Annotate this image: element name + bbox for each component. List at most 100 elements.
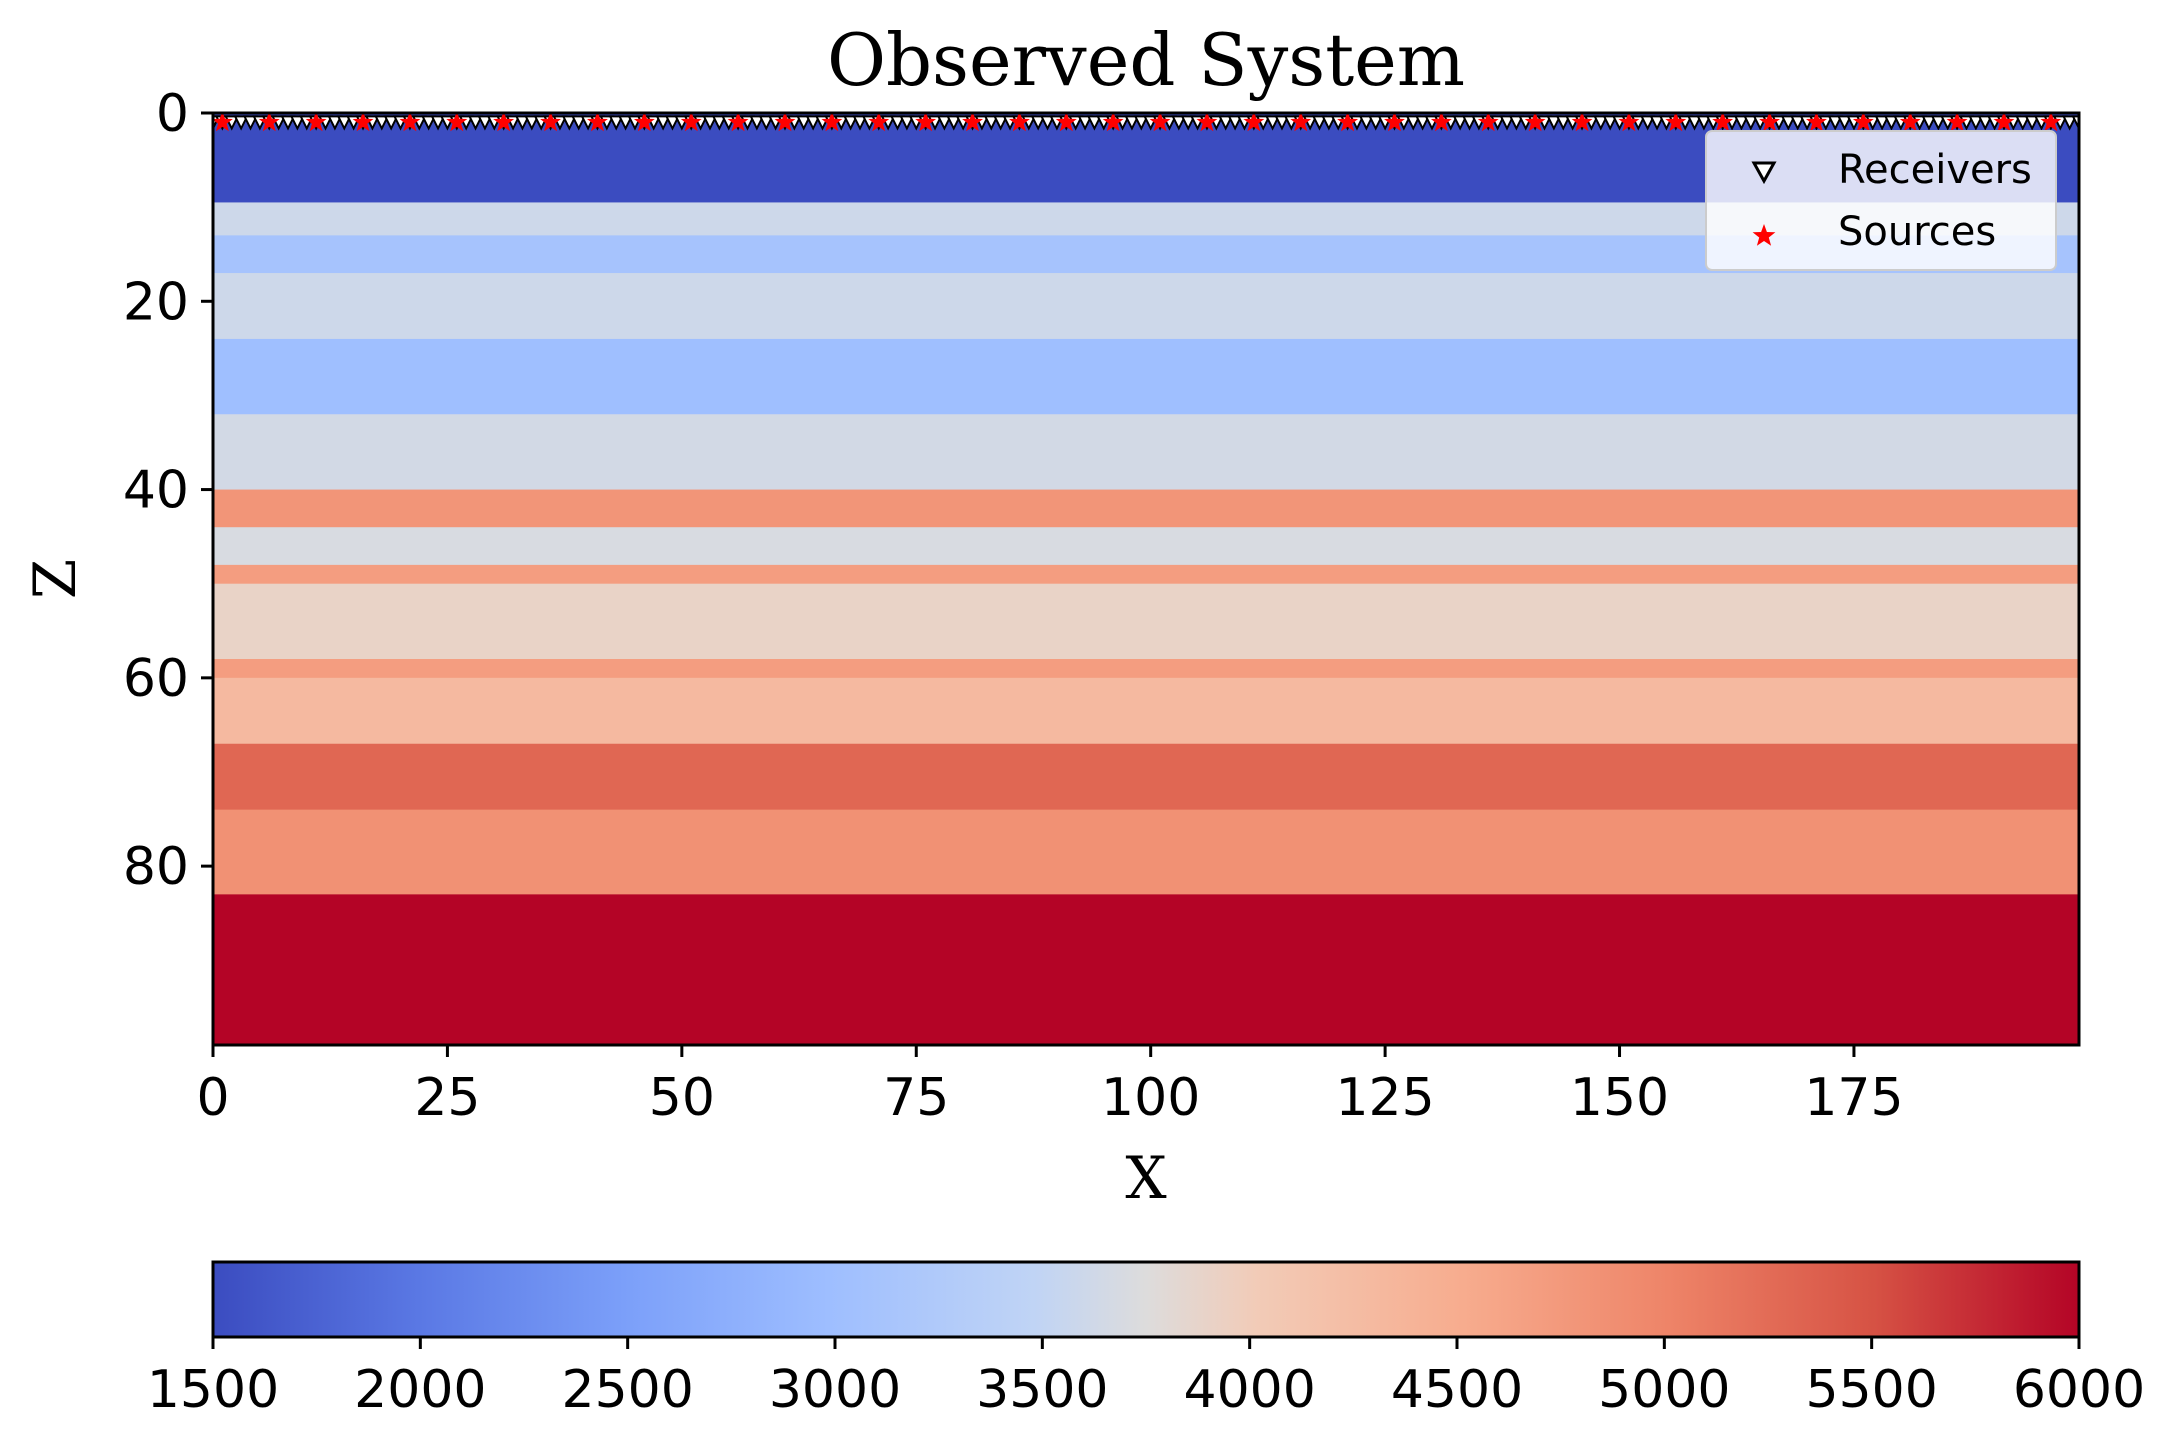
source-marker [587, 111, 608, 132]
source-marker [1243, 111, 1265, 132]
receiver-marker [1405, 115, 1421, 131]
receiver-marker [289, 115, 306, 131]
source-marker [1899, 111, 1921, 132]
receiver-marker [946, 115, 962, 131]
legend-box [1705, 130, 2057, 271]
receiver-marker [899, 115, 915, 131]
velocity-layer-7 [213, 527, 2079, 566]
receiver-marker [805, 115, 821, 131]
receiver-marker [1264, 115, 1281, 131]
receiver-marker [1836, 115, 1853, 131]
source-marker [1852, 111, 1874, 132]
y-tick-label: 40 [123, 461, 189, 521]
receiver-marker [1030, 115, 1046, 131]
source-marker [1665, 111, 1687, 132]
receiver-marker [336, 115, 352, 131]
receiver-marker [1171, 115, 1187, 131]
chart-title: Observed System [827, 18, 1465, 102]
x-tick-label: 125 [1335, 1068, 1434, 1128]
source-marker [493, 111, 515, 132]
receiver-marker [655, 115, 671, 131]
receiver-marker [843, 115, 859, 131]
receiver-marker [1546, 115, 1562, 131]
source-marker [2040, 111, 2062, 132]
source-marker [1055, 111, 1077, 132]
receiver-marker [758, 115, 774, 131]
source-marker [962, 111, 983, 132]
receiver-marker [796, 115, 812, 131]
receiver-marker [421, 115, 437, 131]
y-tick-label: 60 [123, 649, 189, 709]
velocity-layer-9 [213, 583, 2079, 660]
receiver-marker [749, 115, 765, 131]
y-tick-label: 0 [156, 84, 189, 144]
plot-ticks: 0 25 50 75 100 125 150 175 0 20 40 60 80 [123, 84, 1904, 1128]
receiver-marker [1311, 115, 1328, 131]
velocity-layer-8 [213, 564, 2079, 585]
receiver-marker [1227, 115, 1243, 131]
x-tick-label: 25 [414, 1068, 480, 1128]
colorbar [211, 1260, 2081, 1339]
sources-legend-icon [1752, 224, 1776, 246]
source-marker [1571, 111, 1593, 132]
receiver-marker [936, 115, 953, 131]
receiver-marker [571, 115, 587, 131]
velocity-layer-4 [213, 338, 2079, 415]
receiver-marker [1743, 115, 1759, 131]
receiver-marker [2062, 115, 2078, 131]
source-marker [258, 111, 280, 132]
receiver-marker [524, 115, 540, 131]
receiver-marker [1368, 115, 1384, 131]
colorbar-tick-label: 2500 [561, 1360, 693, 1420]
receiver-marker [1686, 115, 1703, 131]
source-marker [446, 111, 468, 132]
receiver-marker [852, 115, 868, 131]
receiver-marker [983, 115, 999, 131]
source-marker [1337, 111, 1359, 132]
velocity-layer-6 [213, 489, 2079, 528]
colorbar-tick-label: 4000 [1183, 1360, 1315, 1420]
velocity-layer-10 [213, 659, 2079, 679]
velocity-layer-11 [213, 677, 2079, 745]
x-axis-label: X [1125, 1144, 1167, 1212]
colorbar-tick-label: 4500 [1391, 1360, 1523, 1420]
receiver-marker [561, 115, 577, 131]
x-tick-label: 150 [1570, 1068, 1669, 1128]
receiver-marker [1124, 115, 1140, 131]
receiver-marker [280, 115, 296, 131]
receiver-marker [1696, 115, 1712, 131]
receiver-marker [1133, 115, 1149, 131]
source-marker [1009, 111, 1030, 132]
velocity-layer-13 [213, 809, 2079, 895]
source-marker [1102, 111, 1124, 132]
source-marker [1993, 111, 2015, 132]
receiver-marker [1415, 115, 1431, 131]
receiver-marker [993, 115, 1009, 131]
receiver-marker [1039, 115, 1056, 131]
receiver-marker [2015, 115, 2031, 131]
receiver-marker [1077, 115, 1093, 131]
receiver-marker [1180, 115, 1196, 131]
receiver-marker [1218, 115, 1234, 131]
x-tick-label: 75 [883, 1068, 949, 1128]
receiver-marker [1827, 115, 1843, 131]
plot-frame [211, 111, 2081, 1047]
receiver-marker [1640, 115, 1656, 131]
receiver-marker [383, 115, 399, 131]
receiver-marker [477, 115, 493, 131]
receiver-marker [1921, 115, 1937, 131]
receiver-marker [1555, 115, 1571, 131]
velocity-layer-3 [213, 273, 2079, 340]
source-marker [1290, 111, 1312, 132]
receiver-marker [430, 115, 446, 131]
receiver-marker [1452, 115, 1468, 131]
receiver-marker [374, 115, 390, 131]
colorbar-tick-label: 3500 [976, 1360, 1108, 1420]
source-marker [399, 111, 421, 132]
source-marker [1806, 111, 1827, 132]
source-marker [1946, 111, 1968, 132]
legend-label-sources: Sources [1838, 209, 1996, 255]
receiver-marker [1274, 115, 1290, 131]
receiver-marker [1930, 115, 1946, 131]
